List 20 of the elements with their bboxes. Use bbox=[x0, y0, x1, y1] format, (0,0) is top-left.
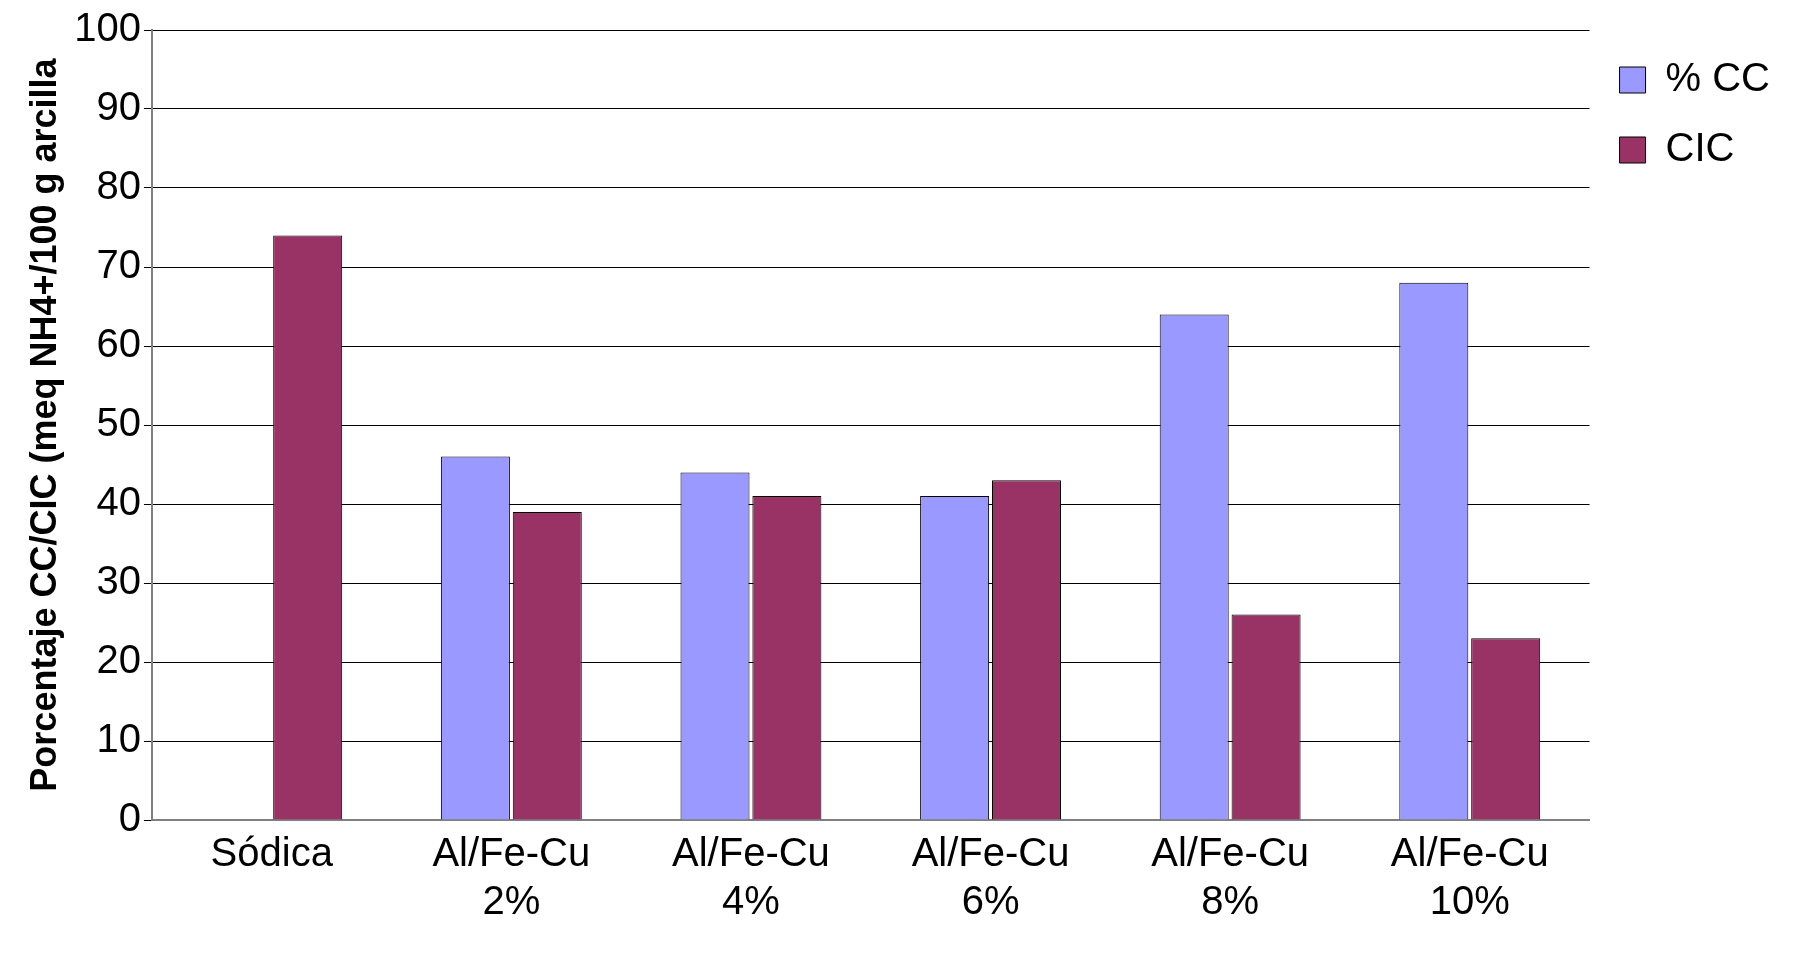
y-tick-label: 0 bbox=[118, 795, 141, 840]
y-tick-label: 80 bbox=[96, 163, 141, 208]
legend-label: % CC bbox=[1665, 55, 1770, 100]
y-tick-label: 30 bbox=[96, 558, 141, 603]
x-tick-label: Sódica bbox=[210, 830, 334, 875]
y-tick-label: 70 bbox=[96, 242, 141, 287]
y-tick-label: 40 bbox=[96, 479, 141, 524]
y-tick-label: 90 bbox=[96, 84, 141, 129]
x-tick-label: Al/Fe-Cu 10% bbox=[1390, 830, 1549, 923]
y-tick-label: 100 bbox=[74, 5, 141, 50]
x-tick-label: Al/Fe-Cu 6% bbox=[911, 830, 1070, 923]
x-tick-label: Al/Fe-Cu 4% bbox=[672, 830, 830, 923]
y-axis-title: Porcentaje CC/CIC (meq NH4+/100 g arcilla bbox=[22, 57, 64, 792]
y-tick-label: 10 bbox=[96, 716, 141, 761]
y-tick-label: 60 bbox=[96, 321, 141, 366]
x-tick-label: Al/Fe-Cu 8% bbox=[1151, 830, 1310, 923]
y-tick-label: 20 bbox=[96, 637, 141, 682]
y-tick-label: 50 bbox=[96, 400, 141, 445]
legend-label: CIC bbox=[1665, 125, 1735, 170]
x-tick-label: Al/Fe-Cu 2% bbox=[432, 830, 591, 923]
